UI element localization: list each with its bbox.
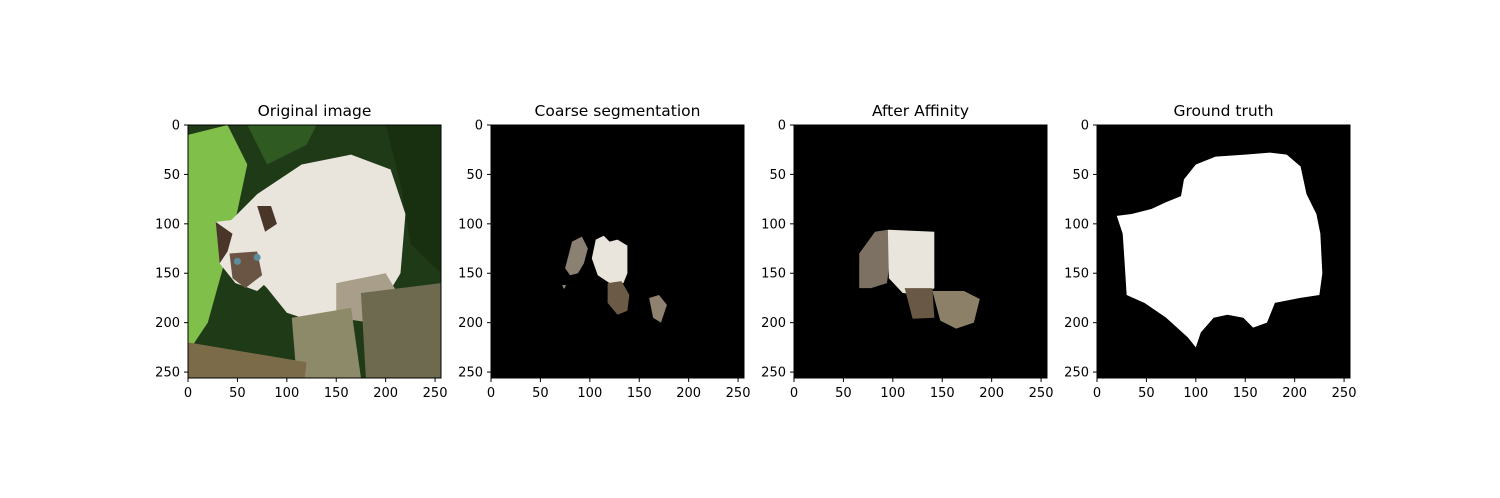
- axes-3-xtick-label: 150: [1233, 386, 1258, 401]
- axes-2-ytick-label: 0: [778, 119, 786, 134]
- axes-3-xtick-label: 200: [1282, 386, 1307, 401]
- axes-0-xtick-label: 50: [229, 386, 246, 401]
- axes-0-xtick-label: 150: [324, 386, 349, 401]
- axes-0-image: [188, 125, 441, 378]
- axes-1-ytick-label: 250: [458, 366, 483, 381]
- axes-0-ytick-label: 250: [155, 366, 180, 381]
- axes-2-ytick-label: 50: [769, 168, 786, 183]
- axes-2-title: After Affinity: [872, 102, 969, 120]
- axes-2-xtick-label: 250: [1029, 386, 1054, 401]
- axes-3-xtick-label: 50: [1138, 386, 1155, 401]
- axes-2-ytick-label: 150: [761, 267, 786, 282]
- axes-1-xtick-label: 200: [676, 386, 701, 401]
- axes-2-xtick-label: 100: [880, 386, 905, 401]
- axes-3-xtick-label: 0: [1093, 386, 1101, 401]
- photo-cat-eye-right: [254, 254, 261, 261]
- axes-0-ytick-label: 200: [155, 316, 180, 331]
- axes-0-ytick-label: 100: [155, 217, 180, 232]
- axes-2: After Affinity 0 50 100 150 200 250 0 50 100 150 20…: [761, 102, 1053, 401]
- axes-1-xtick-label: 100: [577, 386, 602, 401]
- photo-wood-panel: [361, 283, 441, 378]
- axes-2-ytick-label: 200: [761, 316, 786, 331]
- axes-1-ytick-label: 50: [466, 168, 483, 183]
- axes-1-xtick-label: 250: [726, 386, 751, 401]
- axes-0-ytick-label: 0: [172, 119, 180, 134]
- axes-2-xtick-label: 0: [790, 386, 798, 401]
- axes-1-image: [491, 125, 744, 378]
- axes-1-ytick-label: 100: [458, 217, 483, 232]
- axes-3-ytick-label: 200: [1064, 316, 1089, 331]
- axes-2-xtick-label: 150: [930, 386, 955, 401]
- axes-3-ytick-label: 100: [1064, 217, 1089, 232]
- axes-2-xtick-label: 200: [979, 386, 1004, 401]
- axes-0-xtick-label: 200: [373, 386, 398, 401]
- axes-0-xtick-label: 250: [423, 386, 448, 401]
- axes-2-ytick-label: 250: [761, 366, 786, 381]
- axes-0-xtick-label: 100: [274, 386, 299, 401]
- axes-3-ytick-label: 150: [1064, 267, 1089, 282]
- axes-3-title: Ground truth: [1173, 102, 1273, 120]
- axes-1-ytick-label: 150: [458, 267, 483, 282]
- axes-2-ytick-label: 100: [761, 217, 786, 232]
- axes-1-xtick-label: 0: [487, 386, 495, 401]
- axes-3-ytick-label: 250: [1064, 366, 1089, 381]
- axes-3-ytick-label: 50: [1072, 168, 1089, 183]
- axes-3-xtick-label: 250: [1332, 386, 1357, 401]
- axes-0: Original image 0 50 100 150 200 250 0 50 100 150 20…: [155, 102, 447, 401]
- axes-3-ytick-label: 0: [1081, 119, 1089, 134]
- axes-0-ytick-label: 50: [163, 168, 180, 183]
- axes-1-xtick-label: 50: [532, 386, 549, 401]
- axes-0-title: Original image: [258, 102, 372, 120]
- axes-1-xtick-label: 150: [627, 386, 652, 401]
- axes-2-xtick-label: 50: [835, 386, 852, 401]
- axes-1: Coarse segmentation 0 50 100 150 200 250 0 50 100…: [458, 102, 750, 401]
- axes-1-ytick-label: 200: [458, 316, 483, 331]
- photo-cat-eye-left: [234, 258, 241, 265]
- axes-0-xtick-label: 0: [184, 386, 192, 401]
- axes-1-title: Coarse segmentation: [535, 102, 701, 120]
- axes-3-image: [1097, 125, 1350, 378]
- axes-3-xtick-label: 100: [1183, 386, 1208, 401]
- axes-1-ytick-label: 0: [475, 119, 483, 134]
- axes-3: Ground truth 0 50 100 150 200 250 0 50 100 150 200 2…: [1064, 102, 1356, 401]
- axes-2-image: [794, 125, 1047, 378]
- axes-0-ytick-label: 150: [155, 267, 180, 282]
